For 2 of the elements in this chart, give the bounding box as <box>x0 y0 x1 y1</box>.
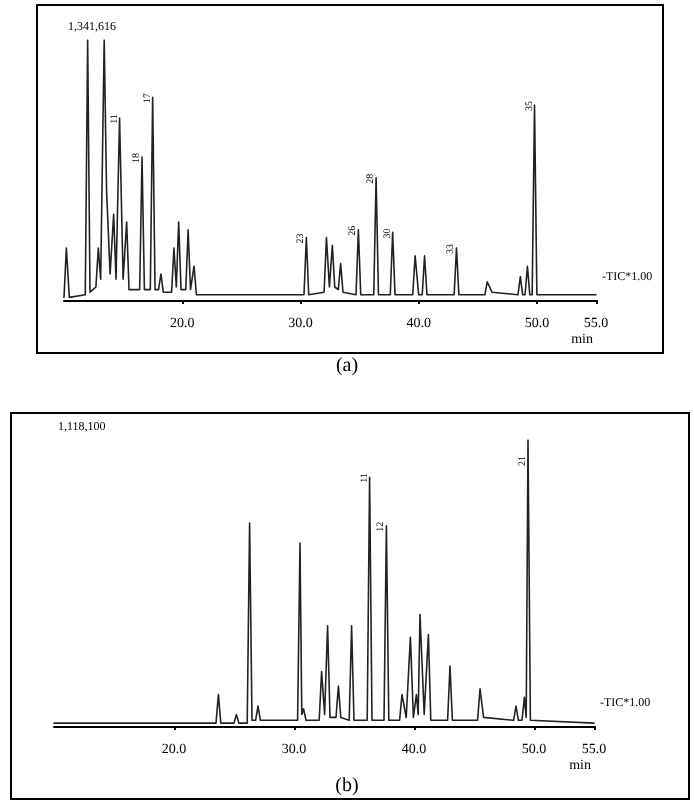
text: (a) <box>335 355 359 377</box>
text: (b) <box>335 775 359 797</box>
